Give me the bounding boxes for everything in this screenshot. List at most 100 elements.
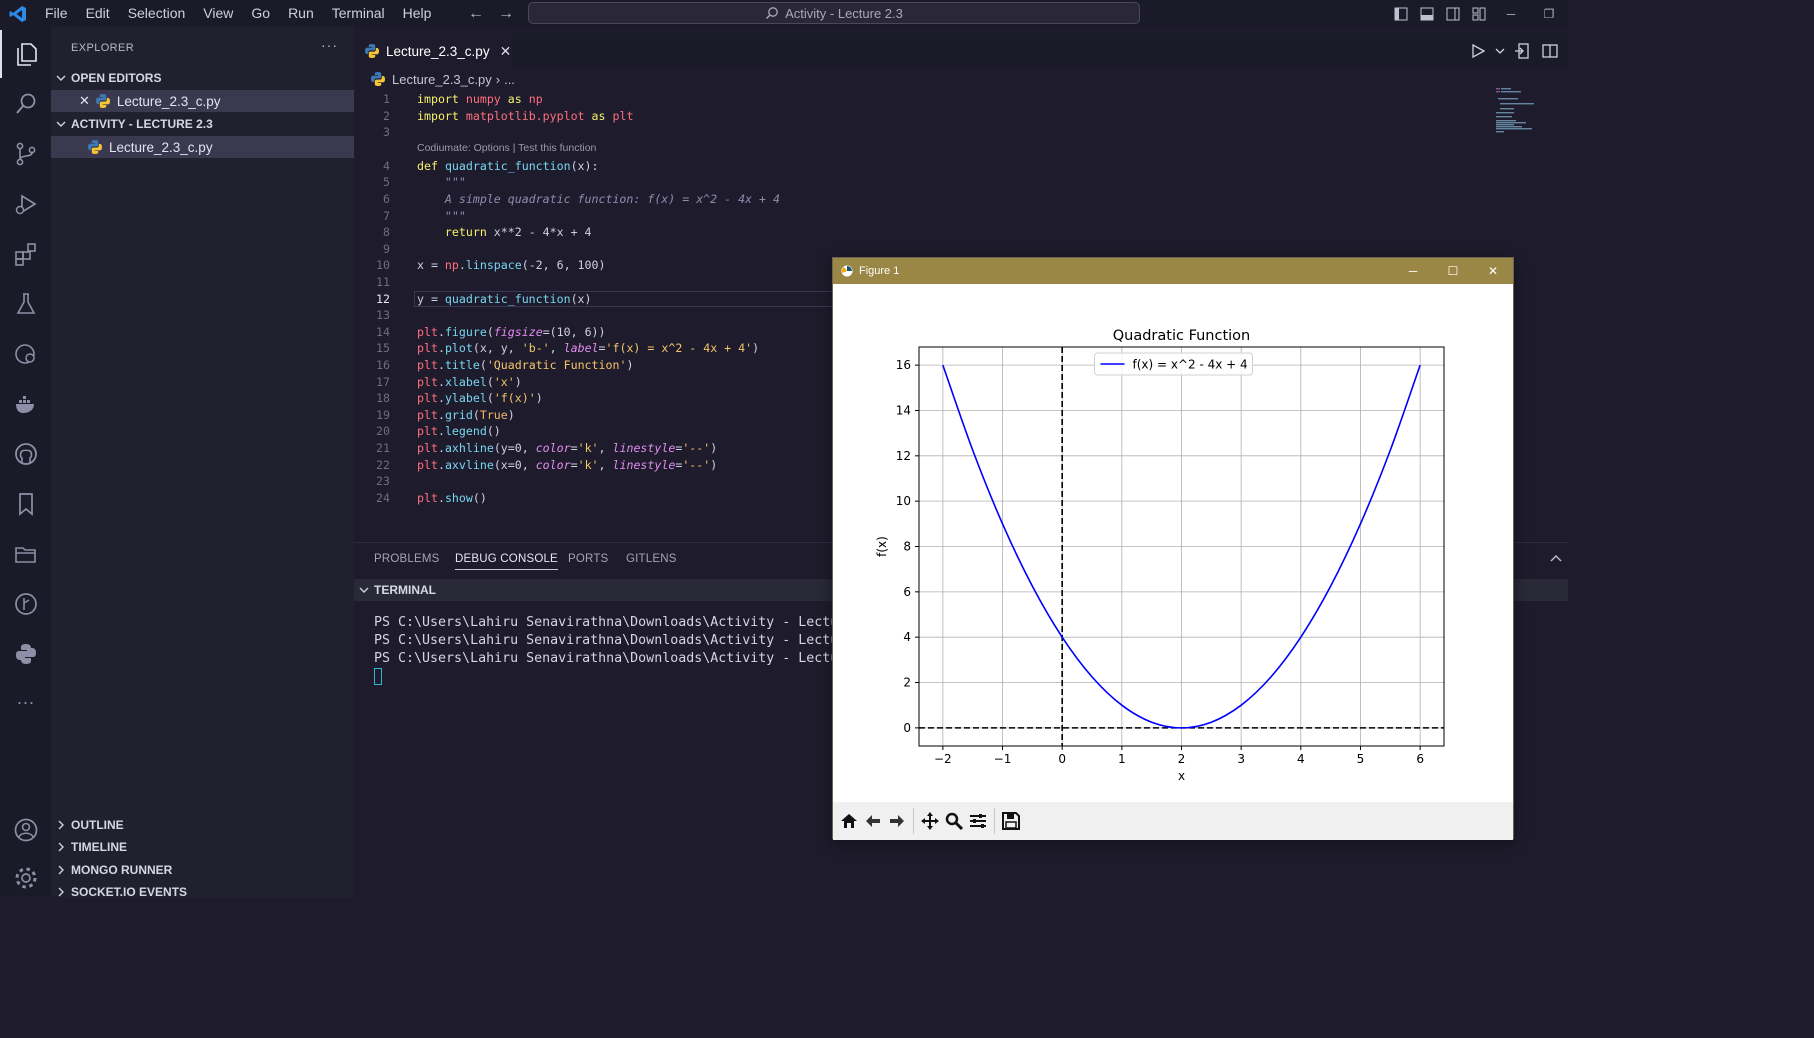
code-line[interactable]: 13 — [354, 307, 1568, 324]
chevron-down-icon[interactable] — [1494, 39, 1506, 63]
more-actions-icon[interactable]: ··· — [321, 37, 338, 53]
figure-maximize-button[interactable]: ☐ — [1447, 264, 1459, 278]
configure-subplots-icon[interactable] — [966, 808, 990, 834]
breadcrumb-file[interactable]: Lecture_2.3_c.py — [392, 71, 492, 87]
figure-close-button[interactable]: ✕ — [1487, 264, 1499, 278]
toggle-secondary-sidebar-icon[interactable] — [1440, 0, 1466, 27]
figure-title-bar[interactable]: Figure 1 ─ ☐ ✕ — [833, 258, 1513, 284]
code-line[interactable]: 20 plt.legend() — [354, 423, 1568, 440]
tab-lecture-file[interactable]: Lecture_2.3_c.py ✕ — [354, 33, 512, 68]
code-line[interactable]: 19 plt.grid(True) — [354, 407, 1568, 424]
chevron-up-icon[interactable] — [1550, 553, 1562, 568]
split-editor-icon[interactable] — [1538, 39, 1562, 63]
code-line[interactable]: 15 plt.plot(x, y, 'b-', label='f(x) = x^2… — [354, 340, 1568, 357]
search-icon — [766, 7, 778, 19]
explorer-icon[interactable] — [0, 30, 51, 78]
minimap[interactable] — [1496, 88, 1546, 134]
code-line[interactable]: 10 x = np.linspace(-2, 6, 100) — [354, 257, 1568, 274]
terminal-line[interactable]: PS C:\Users\Lahiru Senavirathna\Download… — [374, 615, 847, 630]
run-python-icon[interactable] — [1466, 39, 1490, 63]
terminal-line[interactable]: PS C:\Users\Lahiru Senavirathna\Download… — [374, 633, 847, 648]
code-line[interactable]: 1 import numpy as np — [354, 91, 1568, 108]
tab-problems[interactable]: PROBLEMS — [374, 553, 440, 565]
home-icon[interactable] — [837, 808, 861, 834]
code-line[interactable]: 11 — [354, 274, 1568, 291]
tab-debug-console[interactable]: DEBUG CONSOLE — [455, 553, 558, 570]
back-arrow-icon[interactable] — [861, 808, 885, 834]
code-line[interactable]: 5 """ — [354, 174, 1568, 191]
zoom-magnifier-icon[interactable] — [942, 808, 966, 834]
breadcrumb-symbols[interactable]: ... — [504, 71, 515, 87]
menu-view[interactable]: View — [203, 5, 234, 21]
chevron-right-icon — [51, 865, 71, 875]
mongo-runner-section[interactable]: MONGO RUNNER — [51, 859, 354, 881]
code-line[interactable]: 7 """ — [354, 208, 1568, 225]
remote-explorer-icon[interactable] — [0, 330, 51, 378]
github-icon[interactable] — [0, 430, 51, 478]
source-control-icon[interactable] — [0, 130, 51, 178]
close-icon[interactable]: ✕ — [79, 93, 90, 108]
open-editor-item[interactable]: ✕ Lecture_2.3_c.py — [51, 90, 354, 112]
open-editors-section[interactable]: OPEN EDITORS — [51, 67, 354, 89]
tab-ports[interactable]: PORTS — [568, 553, 609, 565]
socketio-events-section[interactable]: SOCKET.IO EVENTS — [51, 881, 354, 903]
restore-button[interactable]: ❐ — [1543, 6, 1555, 21]
tab-gitlens[interactable]: GITLENS — [626, 553, 677, 565]
forward-arrow-icon[interactable]: → — [498, 4, 514, 22]
code-line[interactable]: 17 plt.xlabel('x') — [354, 374, 1568, 391]
menu-help[interactable]: Help — [402, 5, 432, 21]
back-arrow-icon[interactable]: ← — [468, 4, 484, 22]
minimize-button[interactable]: ─ — [1506, 6, 1516, 21]
outline-section[interactable]: OUTLINE — [51, 814, 354, 836]
search-icon[interactable] — [0, 80, 51, 128]
terminal-line[interactable]: PS C:\Users\Lahiru Senavirathna\Download… — [374, 651, 847, 666]
python-file-icon — [88, 140, 102, 154]
code-line[interactable]: 22 plt.axvline(x=0, color='k', linestyle=… — [354, 457, 1568, 474]
menu-selection[interactable]: Selection — [127, 5, 186, 21]
code-line[interactable]: 24 plt.show() — [354, 490, 1568, 507]
customize-layout-icon[interactable] — [1466, 0, 1492, 27]
close-tab-icon[interactable]: ✕ — [499, 42, 512, 59]
code-line[interactable]: 18 plt.ylabel('f(x)') — [354, 390, 1568, 407]
timeline-section[interactable]: TIMELINE — [51, 836, 354, 858]
pan-move-icon[interactable] — [918, 808, 942, 834]
toggle-panel-icon[interactable] — [1414, 0, 1440, 27]
menu-edit[interactable]: Edit — [85, 5, 110, 21]
run-debug-icon[interactable] — [0, 180, 51, 228]
codelens-actions[interactable]: Codiumate: Options | Test this function — [417, 141, 597, 154]
forward-arrow-icon[interactable] — [885, 808, 909, 834]
save-figure-icon[interactable] — [999, 808, 1023, 834]
code-line[interactable]: 3 — [354, 124, 1568, 141]
code-line[interactable]: 14 plt.figure(figsize=(10, 6)) — [354, 324, 1568, 341]
toggle-primary-sidebar-icon[interactable] — [1388, 0, 1414, 27]
vscode-logo-icon[interactable] — [0, 0, 36, 27]
code-line[interactable]: 16 plt.title('Quadratic Function') — [354, 357, 1568, 374]
folder-file-item[interactable]: Lecture_2.3_c.py — [51, 136, 354, 158]
plot-canvas[interactable]: −2 −1 0 1 2 3 4 5 6 0 2 4 6 8 10 12 14 16 Quadratic Functi… — [833, 284, 1513, 802]
folder-section[interactable]: ACTIVITY - LECTURE 2.3 — [51, 113, 354, 135]
command-center[interactable]: Activity - Lecture 2.3 — [528, 2, 1140, 24]
folder-icon[interactable] — [0, 530, 51, 578]
menu-run[interactable]: Run — [288, 5, 314, 21]
menu-go[interactable]: Go — [251, 5, 271, 21]
git-graph-icon[interactable] — [0, 580, 51, 628]
code-line[interactable]: 21 plt.axhline(y=0, color='k', linestyle=… — [354, 440, 1568, 457]
menu-file[interactable]: File — [45, 5, 68, 21]
code-line[interactable]: 2 import matplotlib.pyplot as plt — [354, 108, 1568, 125]
code-line[interactable]: 23 — [354, 473, 1568, 490]
settings-gear-icon[interactable] — [0, 854, 51, 902]
code-line[interactable]: 9 — [354, 241, 1568, 258]
menu-terminal[interactable]: Terminal — [331, 5, 385, 21]
code-line[interactable]: 4 def quadratic_function(x): — [354, 158, 1568, 175]
extensions-icon[interactable] — [0, 230, 51, 278]
python-icon[interactable] — [0, 630, 51, 678]
docker-icon[interactable] — [0, 380, 51, 428]
more-views-icon[interactable]: ··· — [16, 691, 35, 712]
figure-minimize-button[interactable]: ─ — [1408, 264, 1418, 278]
code-line[interactable]: 8 return x**2 - 4*x + 4 — [354, 224, 1568, 241]
accounts-icon[interactable] — [0, 806, 51, 854]
bookmark-icon[interactable] — [0, 480, 51, 528]
open-changes-icon[interactable] — [1510, 39, 1534, 63]
code-line[interactable]: 6 A simple quadratic function: f(x) = x^… — [354, 191, 1568, 208]
testing-flask-icon[interactable] — [0, 280, 51, 328]
